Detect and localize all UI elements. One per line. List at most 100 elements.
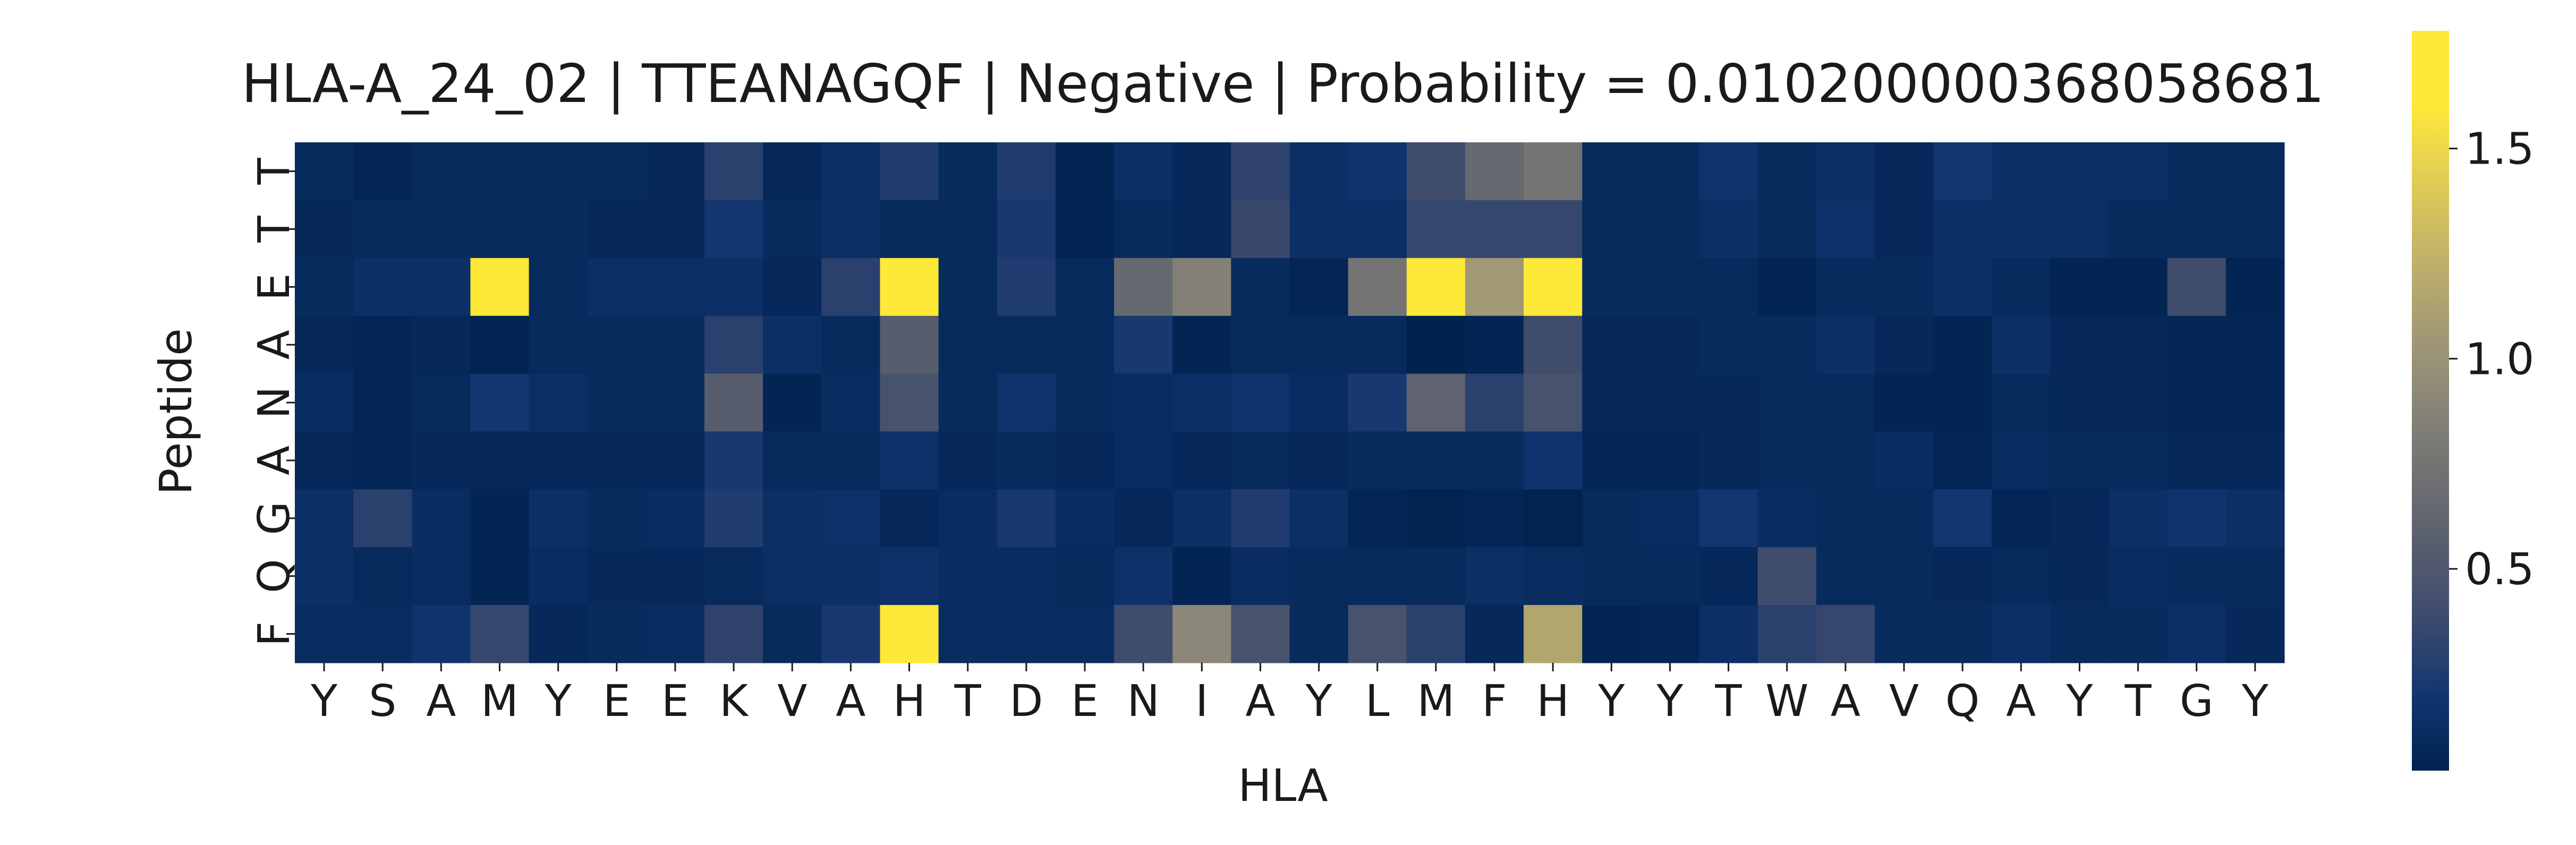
heatmap-cell (412, 142, 471, 201)
heatmap-cell (2050, 605, 2110, 663)
x-tick-label: Y (1656, 676, 1684, 727)
heatmap-cell (353, 605, 412, 663)
heatmap-cell (2050, 315, 2110, 374)
heatmap-cell (1992, 489, 2051, 548)
x-tick-label: Y (2065, 676, 2093, 727)
heatmap-cell (353, 489, 412, 548)
heatmap-cell (1757, 605, 1817, 663)
heatmap-cell (1992, 373, 2051, 432)
heatmap-cell (587, 605, 647, 663)
y-tick-label: T (249, 157, 300, 185)
x-tick-label: K (719, 676, 749, 727)
heatmap-cell (1055, 547, 1115, 605)
heatmap-cell (470, 315, 530, 374)
heatmap-cell (1289, 431, 1349, 490)
heatmap-cell (2109, 489, 2168, 548)
heatmap-cell (1348, 200, 1407, 259)
heatmap-cell (645, 431, 705, 490)
x-tick-label: F (1482, 676, 1507, 727)
heatmap-cell (821, 258, 881, 317)
heatmap-cell (997, 200, 1056, 259)
heatmap-cell (412, 373, 471, 432)
heatmap-cell (2225, 200, 2285, 259)
heatmap-cell (2050, 547, 2110, 605)
heatmap-cell (1524, 258, 1583, 317)
heatmap-cell (1465, 142, 1524, 201)
heatmap-cell (2225, 605, 2285, 663)
heatmap-cell (1406, 489, 1466, 548)
x-tick-label: Y (1305, 676, 1333, 727)
heatmap-cell (1874, 605, 1934, 663)
heatmap-cell (1348, 605, 1407, 663)
heatmap-cell (470, 431, 530, 490)
heatmap-cell (1231, 200, 1290, 259)
heatmap-cell (938, 489, 998, 548)
heatmap-cell (880, 142, 939, 201)
heatmap-cell (1757, 315, 1817, 374)
y-tick-label: Q (249, 559, 300, 593)
heatmap-cell (1757, 489, 1817, 548)
heatmap-cell (1874, 258, 1934, 317)
heatmap-cell (1582, 200, 1641, 259)
x-tick-label: E (1071, 676, 1099, 727)
heatmap-cell (997, 315, 1056, 374)
heatmap-cell (763, 489, 822, 548)
heatmap-cell (1582, 489, 1641, 548)
heatmap-cell (1874, 200, 1934, 259)
heatmap-cell (295, 431, 354, 490)
heatmap-cell (587, 489, 647, 548)
x-tick-label: V (777, 676, 807, 727)
heatmap-cell (1348, 489, 1407, 548)
heatmap-cell (1992, 315, 2051, 374)
heatmap-cell (529, 547, 588, 605)
heatmap-cell (1289, 315, 1349, 374)
heatmap-cell (1933, 258, 1992, 317)
heatmap-cell (1816, 258, 1875, 317)
x-tick-label: A (426, 676, 456, 727)
x-tick-label: M (1417, 676, 1455, 727)
heatmap-cell (1465, 605, 1524, 663)
colorbar-tick-label: 0.5 (2465, 544, 2534, 595)
heatmap-cell (997, 605, 1056, 663)
heatmap-cell (763, 547, 822, 605)
heatmap-cell (412, 258, 471, 317)
x-tick-label: Y (2241, 676, 2269, 727)
heatmap-cell (2225, 373, 2285, 432)
heatmap-cell (880, 431, 939, 490)
heatmap-cell (997, 373, 1056, 432)
heatmap-cell (1874, 315, 1934, 374)
heatmap-cell (1640, 315, 1700, 374)
heatmap-cell (2167, 373, 2226, 432)
heatmap-cell (412, 489, 471, 548)
heatmap-cell (938, 200, 998, 259)
heatmap-cell (2167, 489, 2226, 548)
heatmap-cell (1699, 142, 1758, 201)
heatmap-cell (1114, 315, 1173, 374)
heatmap-cell (1757, 200, 1817, 259)
heatmap-cell (1874, 142, 1934, 201)
heatmap-cell (704, 373, 763, 432)
heatmap-cell (1816, 489, 1875, 548)
heatmap-cell (1757, 547, 1817, 605)
heatmap-cell (412, 605, 471, 663)
heatmap-cell (295, 142, 354, 201)
heatmap-cell (1114, 142, 1173, 201)
heatmap-cell (1582, 258, 1641, 317)
heatmap-cell (880, 547, 939, 605)
heatmap-cell (704, 200, 763, 259)
heatmap-cell (1172, 605, 1231, 663)
heatmap-cell (295, 315, 354, 374)
heatmap-cell (704, 315, 763, 374)
heatmap-cell (1406, 373, 1466, 432)
heatmap-cell (1172, 258, 1231, 317)
heatmap-cell (763, 142, 822, 201)
heatmap-cell (938, 373, 998, 432)
heatmap-cell (529, 315, 588, 374)
heatmap-cell (2225, 431, 2285, 490)
heatmap-cell (880, 200, 939, 259)
heatmap-cell (938, 547, 998, 605)
heatmap-cell (1231, 547, 1290, 605)
heatmap-cell (880, 315, 939, 374)
heatmap-cell (1524, 373, 1583, 432)
heatmap-cell (1816, 315, 1875, 374)
